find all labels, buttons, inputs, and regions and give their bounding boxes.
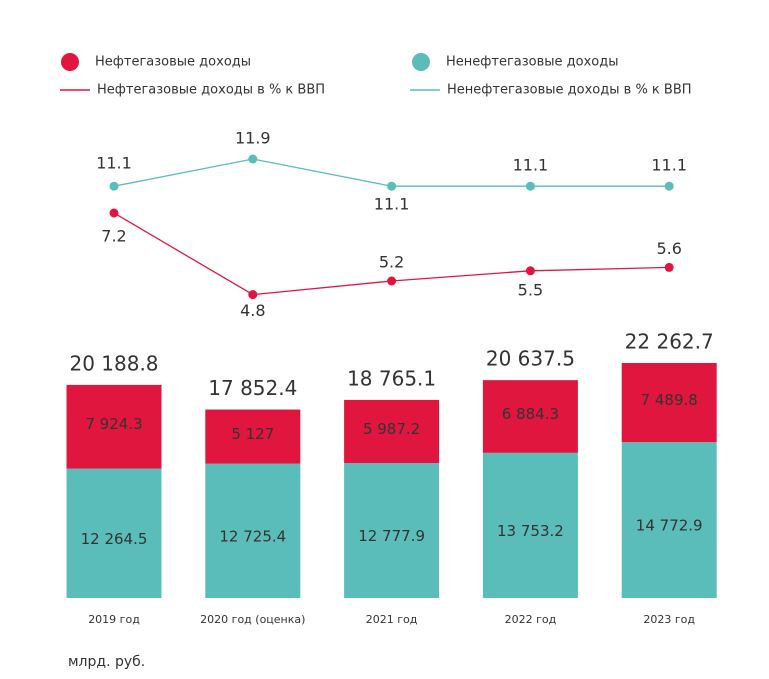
bar-label: 7 924.3 xyxy=(85,415,142,433)
point xyxy=(525,266,535,276)
legend-label: Нефтегазовые доходы xyxy=(95,55,251,70)
bar-label: 7 489.8 xyxy=(641,391,698,409)
bar-label: 6 884.3 xyxy=(502,405,559,423)
total-label: 18 765.1 xyxy=(347,366,436,390)
point xyxy=(109,208,119,218)
point xyxy=(248,290,258,300)
x-tick-label: 2019 год xyxy=(88,613,140,626)
point xyxy=(525,181,535,191)
total-label: 17 852.4 xyxy=(208,376,297,400)
unit-note: млрд. руб. xyxy=(68,654,145,670)
bar-segment xyxy=(66,384,162,469)
bar-segment xyxy=(482,380,578,453)
legend-marker xyxy=(61,53,79,71)
bar-segment xyxy=(621,363,717,443)
point xyxy=(248,154,258,164)
point xyxy=(664,181,674,191)
point xyxy=(109,181,119,191)
point-label: 5.5 xyxy=(518,280,543,299)
bar-segment xyxy=(205,463,301,598)
point-label: 11.1 xyxy=(374,195,410,214)
point xyxy=(387,181,397,191)
x-tick-label: 2023 год xyxy=(643,613,695,626)
bar-segment xyxy=(344,463,440,598)
bar-segment xyxy=(621,442,717,598)
bar-label: 12 725.4 xyxy=(219,527,286,545)
bar-segment xyxy=(66,468,162,598)
point-label: 5.2 xyxy=(379,253,404,272)
point-label: 11.1 xyxy=(96,154,132,173)
legend-label: Ненефтегазовые доходы xyxy=(446,55,619,70)
legend-label: Нефтегазовые доходы в % к ВВП xyxy=(97,83,325,98)
point xyxy=(387,276,397,286)
bar-segment xyxy=(344,399,440,464)
point-label: 4.8 xyxy=(240,301,265,320)
x-tick-label: 2022 год xyxy=(505,613,557,626)
bar-label: 5 127 xyxy=(231,425,274,443)
x-tick-label: 2021 год xyxy=(366,613,418,626)
point-label: 11.1 xyxy=(651,156,687,175)
bar-label: 5 987.2 xyxy=(363,420,420,438)
legend-label: Ненефтегазовые доходы в % к ВВП xyxy=(447,83,692,98)
total-label: 22 262.7 xyxy=(625,330,714,354)
point xyxy=(664,262,674,272)
bar-label: 13 753.2 xyxy=(497,522,564,540)
x-tick-label: 2020 год (оценка) xyxy=(200,613,305,626)
bar-segment xyxy=(205,409,301,464)
bar-segment xyxy=(482,452,578,598)
point-label: 5.6 xyxy=(656,239,681,258)
total-label: 20 188.8 xyxy=(69,351,158,375)
bar-label: 12 777.9 xyxy=(358,527,425,545)
point-label: 7.2 xyxy=(101,227,126,246)
total-label: 20 637.5 xyxy=(486,347,575,371)
bar-label: 12 264.5 xyxy=(81,530,148,548)
point-label: 11.9 xyxy=(235,129,271,148)
legend-marker xyxy=(412,53,430,71)
point-label: 11.1 xyxy=(513,156,549,175)
bar-label: 14 772.9 xyxy=(636,517,703,535)
